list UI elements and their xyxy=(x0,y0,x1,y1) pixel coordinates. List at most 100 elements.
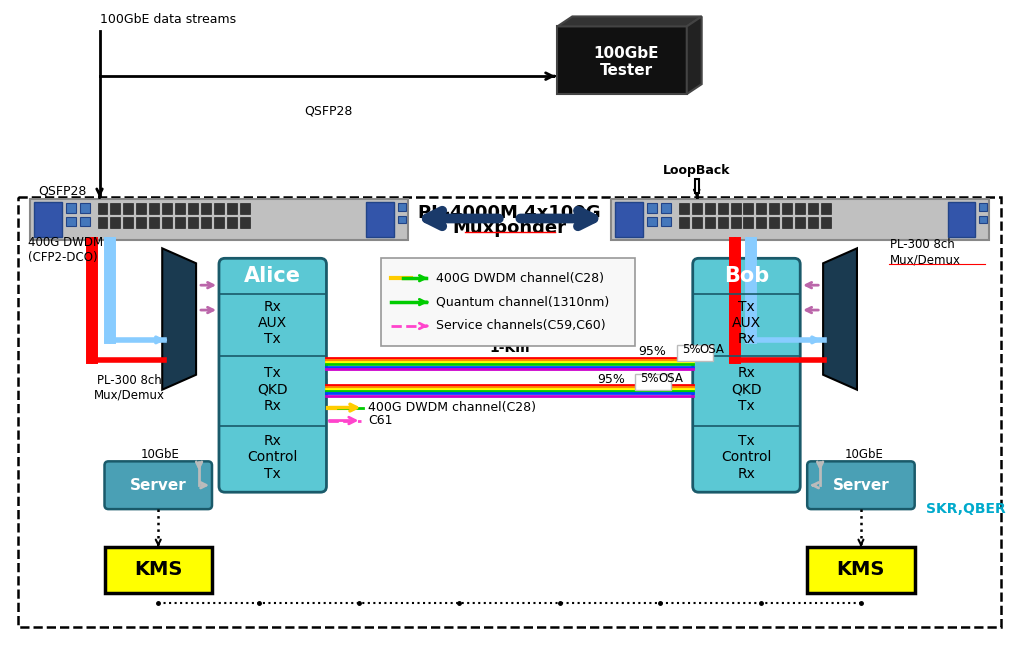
Bar xyxy=(705,217,715,228)
Bar xyxy=(214,203,224,213)
Bar xyxy=(124,203,133,213)
Bar xyxy=(769,217,779,228)
FancyBboxPatch shape xyxy=(807,461,914,509)
FancyBboxPatch shape xyxy=(104,461,212,509)
Bar xyxy=(240,217,250,228)
Polygon shape xyxy=(162,248,196,390)
Bar xyxy=(175,203,185,213)
Text: KMS: KMS xyxy=(837,561,885,579)
Bar xyxy=(705,203,715,213)
Bar xyxy=(730,203,740,213)
Bar xyxy=(124,217,133,228)
Bar xyxy=(647,203,657,212)
Bar xyxy=(188,217,198,228)
Text: C61: C61 xyxy=(369,414,393,427)
Text: Muxponder: Muxponder xyxy=(453,219,566,237)
Bar xyxy=(615,202,643,237)
Bar xyxy=(150,203,160,213)
Bar xyxy=(782,217,793,228)
Bar xyxy=(807,547,914,593)
Text: 10GbE: 10GbE xyxy=(845,448,884,461)
Text: 10GbE: 10GbE xyxy=(140,448,179,461)
Text: Server: Server xyxy=(130,478,186,493)
Text: Service channels(C59,C60): Service channels(C59,C60) xyxy=(436,319,605,332)
Bar xyxy=(136,217,146,228)
Bar xyxy=(743,203,754,213)
Bar xyxy=(679,203,689,213)
Bar xyxy=(30,199,409,241)
Text: 100GbE
Tester: 100GbE Tester xyxy=(593,46,658,79)
Text: OSA: OSA xyxy=(699,343,725,357)
Bar xyxy=(111,203,121,213)
Text: 95%: 95% xyxy=(597,373,625,386)
Bar xyxy=(821,217,831,228)
Bar xyxy=(796,217,805,228)
Bar xyxy=(136,203,146,213)
Bar xyxy=(227,203,237,213)
Bar xyxy=(757,217,766,228)
Text: PL-4000M 4x100G: PL-4000M 4x100G xyxy=(418,204,601,221)
Text: OSA: OSA xyxy=(657,372,683,385)
Bar xyxy=(162,203,172,213)
Bar xyxy=(677,345,713,361)
Text: Rx
AUX
Tx: Rx AUX Tx xyxy=(258,300,288,346)
Bar xyxy=(188,203,198,213)
Text: Bob: Bob xyxy=(724,266,769,286)
Text: LoopBack: LoopBack xyxy=(663,164,730,177)
Bar xyxy=(97,217,108,228)
Bar xyxy=(66,203,76,212)
Text: 95%: 95% xyxy=(638,345,666,359)
Bar xyxy=(240,203,250,213)
Text: KMS: KMS xyxy=(134,561,182,579)
Bar xyxy=(104,547,212,593)
Text: 5%: 5% xyxy=(640,372,658,385)
Bar xyxy=(694,179,698,193)
Bar xyxy=(97,203,108,213)
Text: 400G DWDM channel(C28): 400G DWDM channel(C28) xyxy=(436,272,604,284)
Polygon shape xyxy=(557,16,701,26)
Polygon shape xyxy=(687,16,701,94)
Text: Rx
Control
Tx: Rx Control Tx xyxy=(248,434,298,481)
Bar xyxy=(367,202,394,237)
Bar xyxy=(769,203,779,213)
Text: Tx
Control
Rx: Tx Control Rx xyxy=(721,434,772,481)
Bar xyxy=(150,217,160,228)
Bar xyxy=(557,26,687,94)
Bar xyxy=(66,217,76,226)
Text: QSFP28: QSFP28 xyxy=(304,104,352,117)
Bar xyxy=(692,217,701,228)
Text: PL-300 8ch
Mux/Demux: PL-300 8ch Mux/Demux xyxy=(890,239,961,266)
Bar xyxy=(381,258,635,346)
Text: PL-300 8ch
Mux/Demux: PL-300 8ch Mux/Demux xyxy=(94,373,165,402)
Bar xyxy=(660,217,671,226)
Text: Tx
QKD
Rx: Tx QKD Rx xyxy=(257,366,288,413)
Bar xyxy=(718,217,728,228)
Bar xyxy=(398,215,407,223)
Text: Server: Server xyxy=(833,478,889,493)
Text: 5%: 5% xyxy=(682,343,700,357)
Bar xyxy=(162,217,172,228)
Bar xyxy=(692,203,701,213)
Bar xyxy=(647,217,657,226)
Bar xyxy=(979,203,987,210)
Bar xyxy=(111,217,121,228)
Bar xyxy=(611,199,989,241)
Bar xyxy=(201,203,211,213)
Text: SKR,QBER: SKR,QBER xyxy=(926,502,1006,516)
Bar xyxy=(743,217,754,228)
Bar xyxy=(17,197,1001,626)
Polygon shape xyxy=(823,248,857,390)
FancyBboxPatch shape xyxy=(219,258,327,492)
Bar xyxy=(175,217,185,228)
Bar xyxy=(979,215,987,223)
Bar xyxy=(80,203,89,212)
Text: 1-Km: 1-Km xyxy=(489,341,529,355)
Text: Alice: Alice xyxy=(244,266,301,286)
Text: 400G DWDM
(CFP2-DCO): 400G DWDM (CFP2-DCO) xyxy=(28,236,103,264)
Bar xyxy=(398,203,407,210)
Text: 100GbE data streams: 100GbE data streams xyxy=(99,13,236,26)
Bar xyxy=(660,203,671,212)
Bar xyxy=(821,203,831,213)
Bar xyxy=(227,217,237,228)
Bar xyxy=(796,203,805,213)
